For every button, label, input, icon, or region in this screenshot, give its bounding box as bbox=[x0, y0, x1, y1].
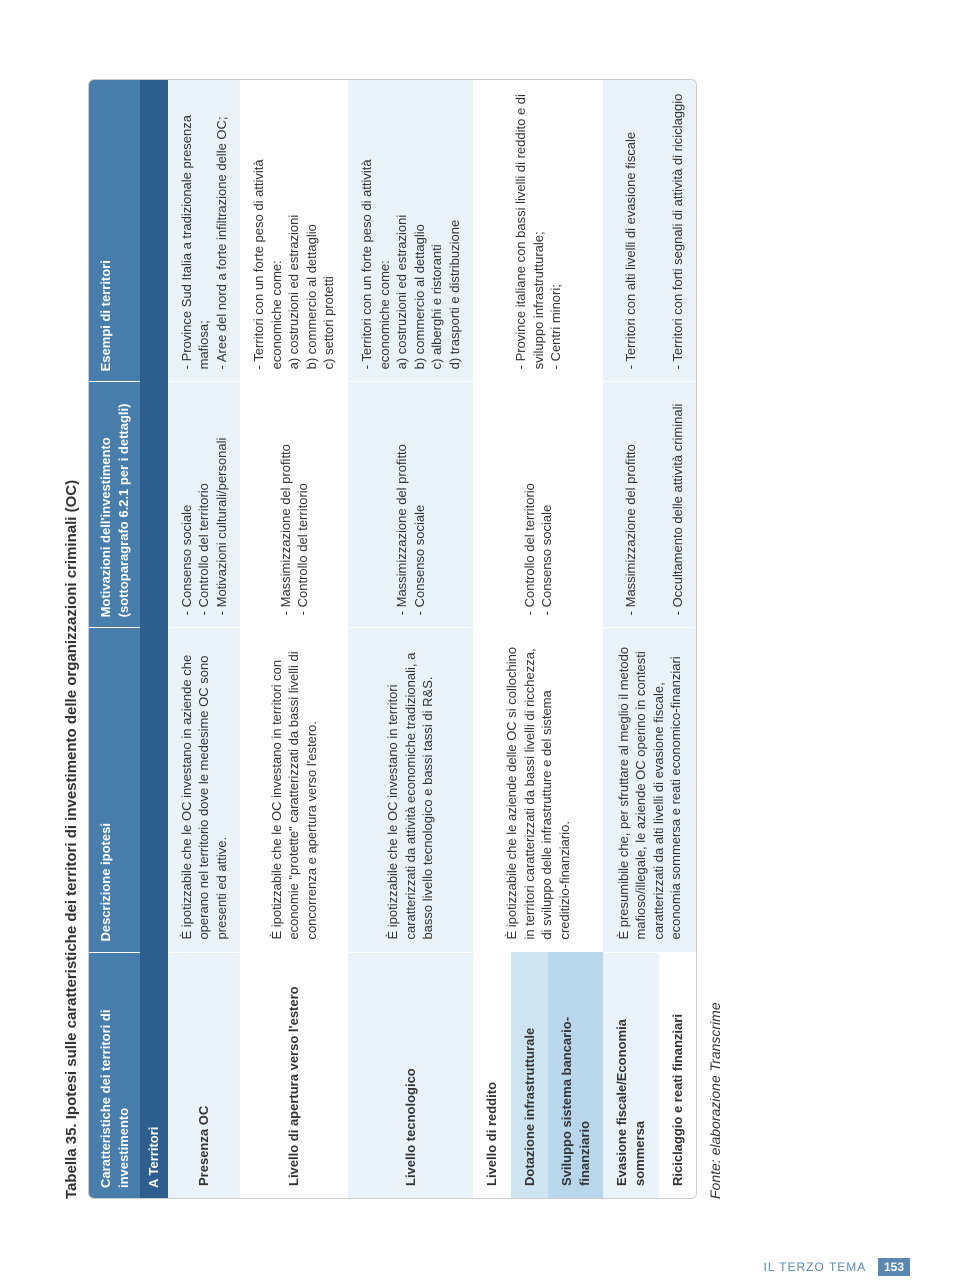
page-footer: IL TERZO TEMA 153 bbox=[763, 1260, 910, 1274]
col-header-1: Caratteristiche dei territori di investi… bbox=[89, 952, 140, 1198]
section-header: A Territori bbox=[140, 80, 168, 1198]
page-content: Tabella 35. Ipotesi sulle caratteristich… bbox=[45, 29, 915, 1259]
col-header-3: Motivazioni dell'investimento (sottopara… bbox=[89, 382, 140, 628]
table-row: Livello di apertura verso l'estero È ipo… bbox=[240, 80, 348, 1198]
cell-category: Evasione fiscale/Economia sommersa bbox=[603, 952, 658, 1198]
cell-example: - Territori con alti livelli di evasione… bbox=[603, 80, 658, 382]
cell-example: - Territori con un forte peso di attivit… bbox=[240, 80, 348, 382]
source-note: Fonte: elaborazione Transcrime bbox=[707, 79, 723, 1199]
page-number: 153 bbox=[878, 1258, 910, 1276]
cell-category: Riciclaggio e reati finanziari bbox=[659, 952, 697, 1198]
main-table: A Territori Caratteristiche dei territor… bbox=[89, 80, 696, 1198]
cell-category: Livello tecnologico bbox=[348, 952, 473, 1198]
cell-description: È ipotizzabile che le OC investano in az… bbox=[168, 628, 241, 952]
cell-motivation: - Massimizzazione del profitto bbox=[603, 382, 658, 628]
cell-motivation: - Occultamento delle attività criminali bbox=[659, 382, 697, 628]
table-row: Evasione fiscale/Economia sommersa È pre… bbox=[603, 80, 658, 1198]
cell-description: È ipotizzabile che le aziende delle OC s… bbox=[473, 628, 603, 952]
cell-description: È ipotizzabile che le OC investano in te… bbox=[348, 628, 473, 952]
section-header-row: A Territori bbox=[140, 80, 168, 1198]
col-header-2: Descrizione ipotesi bbox=[89, 628, 140, 952]
cell-category: Livello di apertura verso l'estero bbox=[240, 952, 348, 1198]
cell-example: - Territori con un forte peso di attivit… bbox=[348, 80, 473, 382]
cell-example: - Province Sud Italia a tradizionale pre… bbox=[168, 80, 241, 382]
table-caption: Tabella 35. Ipotesi sulle caratteristich… bbox=[63, 79, 80, 1199]
table-row: Livello tecnologico È ipotizzabile che l… bbox=[348, 80, 473, 1198]
cell-motivation: - Consenso sociale- Controllo del territ… bbox=[168, 382, 241, 628]
table-body: Presenza OC È ipotizzabile che le OC inv… bbox=[168, 80, 696, 1198]
cell-description: È ipotizzabile che le OC investano in te… bbox=[240, 628, 348, 952]
cell-description: È presumibile che, per sfruttare al megl… bbox=[603, 628, 696, 952]
table-row: Presenza OC È ipotizzabile che le OC inv… bbox=[168, 80, 241, 1198]
column-header-row: Caratteristiche dei territori di investi… bbox=[89, 80, 140, 1198]
cell-example: - Province italiane con bassi livelli di… bbox=[473, 80, 603, 382]
cell-category: Presenza OC bbox=[168, 952, 241, 1198]
cell-category: Livello di reddito bbox=[473, 952, 511, 1198]
footer-label: IL TERZO TEMA bbox=[763, 1260, 865, 1274]
cell-motivation: - Massimizzazione del profitto- Controll… bbox=[240, 382, 348, 628]
cell-category: Sviluppo sistema bancario-finanziario bbox=[548, 952, 603, 1198]
cell-example: - Territori con forti segnali di attivit… bbox=[659, 80, 697, 382]
cell-category: Dotazione infrastrutturale bbox=[511, 952, 549, 1198]
table-container: A Territori Caratteristiche dei territor… bbox=[88, 79, 697, 1199]
col-header-4: Esempi di territori bbox=[89, 80, 140, 382]
table-row: Livello di reddito È ipotizzabile che le… bbox=[473, 80, 511, 1198]
cell-motivation: - Controllo del territorio- Consenso soc… bbox=[473, 382, 603, 628]
cell-motivation: - Massimizzazione del profitto- Consenso… bbox=[348, 382, 473, 628]
